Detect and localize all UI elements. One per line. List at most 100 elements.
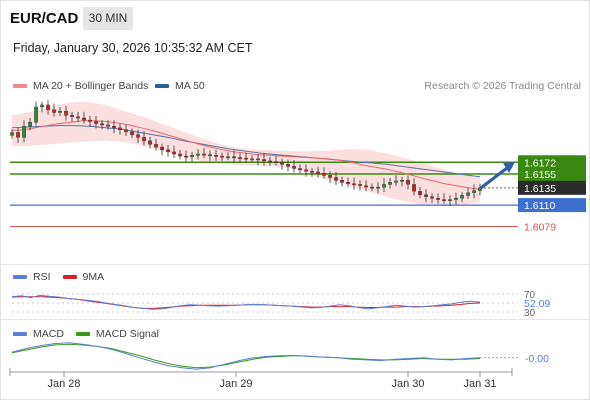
candle-body bbox=[82, 117, 86, 121]
candle-body bbox=[52, 109, 56, 113]
candle-body bbox=[292, 166, 296, 169]
level-1-6110-box bbox=[518, 198, 586, 213]
candle-body bbox=[184, 155, 188, 158]
candle-body bbox=[262, 159, 266, 162]
candle-body bbox=[76, 116, 80, 119]
candle-body bbox=[382, 184, 386, 188]
timeframe-badge[interactable]: 30 MIN bbox=[83, 7, 133, 30]
candle-body bbox=[64, 110, 68, 116]
candle-body bbox=[418, 191, 422, 196]
rsi-label-30: 30 bbox=[524, 308, 536, 319]
candle-body bbox=[202, 153, 206, 156]
forecast-arrow-head bbox=[503, 162, 515, 174]
candle-body bbox=[472, 190, 476, 193]
candle-body bbox=[376, 186, 380, 189]
candle-body bbox=[106, 124, 110, 127]
candle-body bbox=[22, 126, 26, 138]
candle-body bbox=[124, 129, 128, 133]
rsi-ma-swatch bbox=[62, 275, 77, 279]
level-1-6172-box bbox=[518, 155, 586, 170]
ma20-swatch bbox=[13, 84, 27, 88]
candle-body bbox=[130, 131, 134, 135]
candle-body bbox=[208, 154, 212, 157]
candle-body bbox=[178, 153, 182, 157]
candle-body bbox=[394, 180, 398, 183]
legend-ma20: MA 20 + Bollinger Bands bbox=[13, 80, 148, 92]
candle-body bbox=[244, 157, 248, 160]
candle-body bbox=[436, 197, 440, 200]
level-current-label: 1.6135 bbox=[524, 183, 556, 195]
candle-body bbox=[232, 156, 236, 159]
candle-body bbox=[100, 123, 104, 126]
legend-rsi-label: RSI bbox=[33, 271, 51, 283]
level-1-6079-label: 1.6079 bbox=[524, 222, 556, 234]
candle-body bbox=[226, 156, 230, 159]
candle-body bbox=[274, 161, 278, 164]
candle-body bbox=[256, 158, 260, 161]
candle-body bbox=[442, 199, 446, 202]
candle-body bbox=[460, 195, 464, 199]
candle-body bbox=[16, 132, 20, 138]
candle-body bbox=[70, 115, 74, 117]
candle-body bbox=[196, 153, 200, 156]
panel-divider-macd bbox=[0, 319, 590, 320]
candle-body bbox=[322, 173, 326, 176]
candle-body bbox=[388, 182, 392, 185]
candle-body bbox=[94, 121, 98, 124]
time-tick-label: Jan 29 bbox=[219, 378, 252, 390]
candle-body bbox=[118, 127, 122, 130]
legend-ma50: MA 50 bbox=[155, 80, 205, 92]
legend-macd-label: MACD bbox=[33, 328, 64, 340]
candle-body bbox=[352, 183, 356, 186]
candle-body bbox=[154, 144, 158, 148]
candle-body bbox=[334, 177, 338, 181]
candle-body bbox=[112, 126, 116, 128]
level-1-6155-box bbox=[518, 167, 586, 181]
panel-divider-rsi bbox=[0, 264, 590, 265]
candle-body bbox=[268, 160, 272, 163]
candle-body bbox=[316, 171, 320, 174]
macd-line bbox=[11, 342, 481, 370]
candle-body bbox=[190, 155, 194, 157]
candle-body bbox=[214, 155, 218, 157]
timestamp: Friday, January 30, 2026 10:35:32 AM CET bbox=[13, 41, 253, 55]
candle-body bbox=[46, 104, 50, 110]
candle-body bbox=[304, 169, 308, 172]
candle-body bbox=[430, 196, 434, 199]
candle-body bbox=[364, 185, 368, 188]
time-tick-label: Jan 30 bbox=[391, 378, 424, 390]
candle-body bbox=[172, 151, 176, 155]
candle-body bbox=[136, 134, 140, 138]
ma50-swatch bbox=[155, 84, 169, 88]
candle-body bbox=[346, 182, 350, 184]
macd-signal-swatch bbox=[75, 332, 90, 336]
candle-body bbox=[34, 106, 38, 123]
candle-body bbox=[406, 179, 410, 185]
legend-rsi-ma-label: 9MA bbox=[82, 271, 105, 283]
candle-body bbox=[412, 184, 416, 192]
legend-ma20-label: MA 20 + Bollinger Bands bbox=[33, 80, 149, 92]
candle-body bbox=[298, 168, 302, 171]
candle-body bbox=[166, 149, 170, 153]
candle-body bbox=[424, 194, 428, 197]
candle-body bbox=[160, 146, 164, 151]
candle-body bbox=[40, 104, 44, 108]
level-1-6172-label: 1.6172 bbox=[524, 157, 556, 169]
time-tick-label: Jan 31 bbox=[463, 378, 496, 390]
candle-body bbox=[88, 119, 92, 122]
candle-body bbox=[328, 175, 332, 178]
candle-body bbox=[280, 162, 284, 165]
candle-body bbox=[238, 157, 242, 159]
legend-macd-signal-label: MACD Signal bbox=[95, 328, 159, 340]
candle-body bbox=[148, 140, 152, 145]
credit-text: Research © 2026 Trading Central bbox=[424, 80, 581, 92]
candle-body bbox=[10, 132, 14, 136]
macd-current-label: -0.00 bbox=[525, 353, 549, 365]
time-tick-label: Jan 28 bbox=[47, 378, 80, 390]
candle-body bbox=[448, 199, 452, 202]
rsi-swatch bbox=[13, 275, 27, 279]
forecast-arrow-shaft bbox=[480, 166, 509, 189]
rsi-label-70: 70 bbox=[524, 290, 536, 301]
candle-body bbox=[142, 137, 146, 142]
